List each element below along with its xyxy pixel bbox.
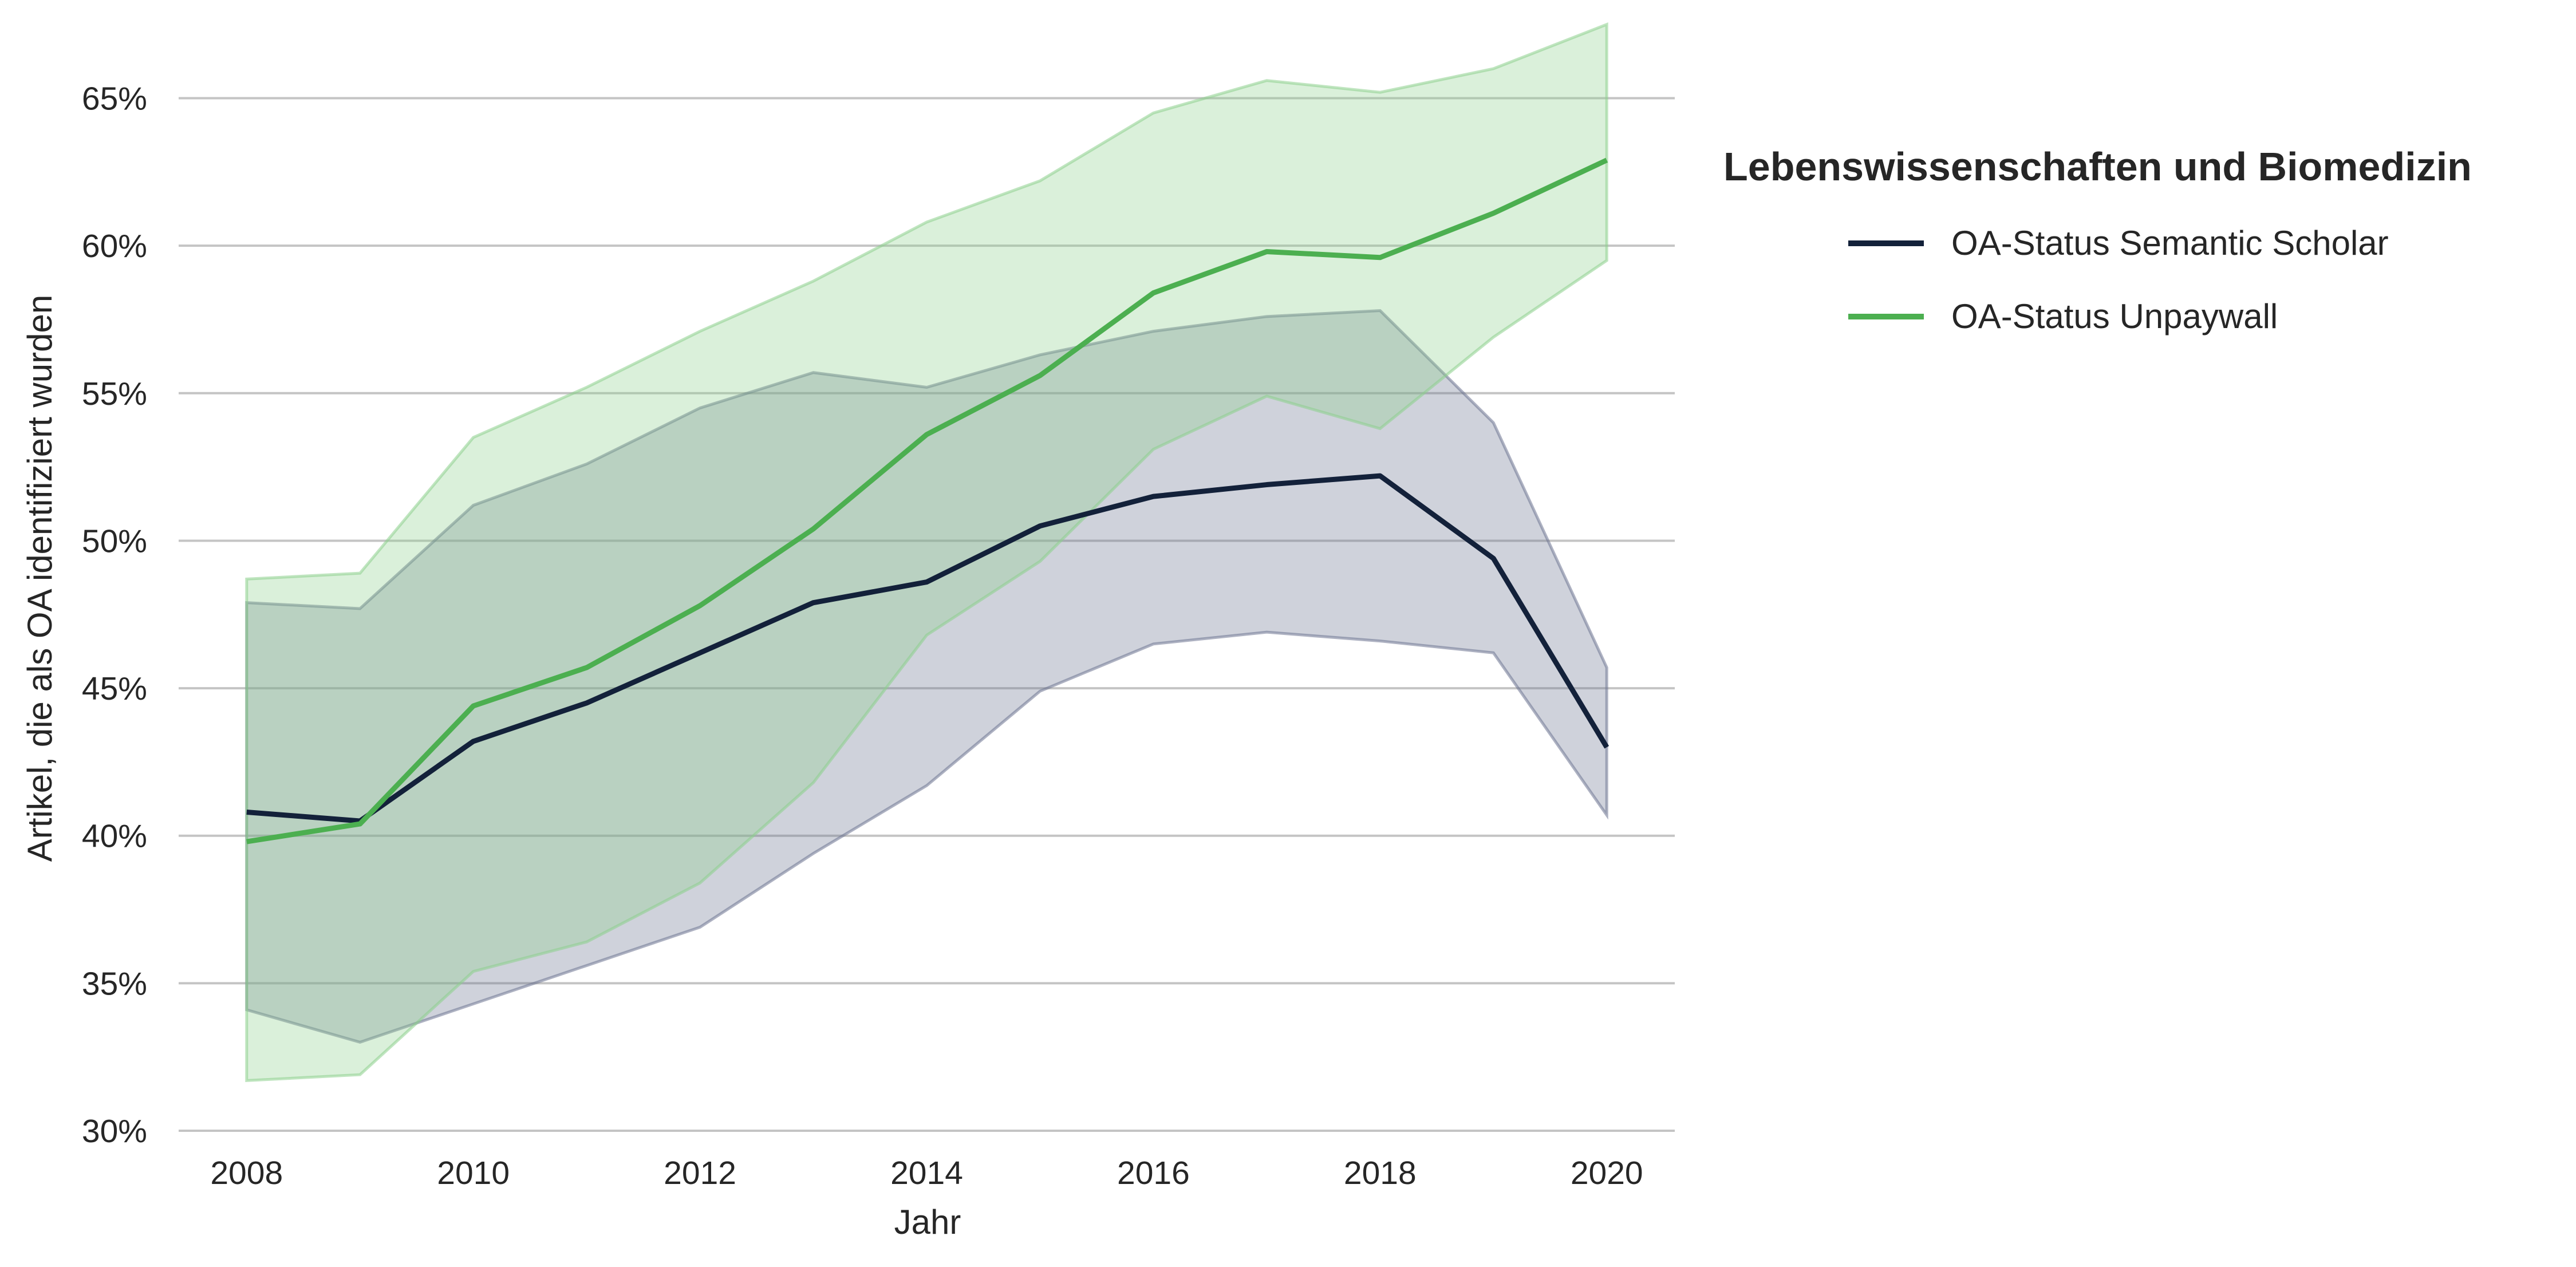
legend: Lebenswissenschaften und Biomedizin OA-S… xyxy=(1723,144,2472,336)
x-tick-label: 2018 xyxy=(1344,1155,1417,1191)
y-tick-labels: 30% 35% 40% 45% 50% 55% 60% 65% xyxy=(82,81,147,1150)
series-line xyxy=(246,157,1608,844)
y-tick-label: 45% xyxy=(82,670,147,707)
x-tick-label: 2016 xyxy=(1117,1155,1190,1191)
y-tick-label: 55% xyxy=(82,376,147,412)
y-tick-label: 50% xyxy=(82,523,147,559)
series-lines xyxy=(246,157,1609,844)
legend-items: OA-Status Semantic Scholar OA-Status Unpa… xyxy=(1848,224,2389,336)
legend-label: OA-Status Unpaywall xyxy=(1951,297,2278,336)
legend-item: OA-Status Unpaywall xyxy=(1848,297,2278,336)
series-line xyxy=(246,473,1609,824)
x-axis-label: Jahr xyxy=(894,1203,961,1241)
x-tick-label: 2014 xyxy=(890,1155,963,1191)
confidence-band xyxy=(245,309,1608,1044)
x-tick-label: 2010 xyxy=(437,1155,510,1191)
legend-item: OA-Status Semantic Scholar xyxy=(1848,224,2389,262)
y-tick-label: 60% xyxy=(82,228,147,265)
x-tick-label: 2012 xyxy=(664,1155,736,1191)
legend-title: Lebenswissenschaften und Biomedizin xyxy=(1723,144,2472,189)
y-tick-label: 30% xyxy=(82,1113,147,1150)
x-tick-labels: 2008 2010 2012 2014 2016 2018 2020 xyxy=(210,1155,1643,1191)
x-tick-label: 2020 xyxy=(1571,1155,1643,1191)
x-tick-label: 2008 xyxy=(210,1155,283,1191)
y-tick-label: 65% xyxy=(82,81,147,117)
confidence-bands xyxy=(245,22,1608,1083)
y-tick-label: 35% xyxy=(82,965,147,1002)
y-tick-label: 40% xyxy=(82,818,147,855)
confidence-band xyxy=(245,22,1608,1083)
y-gridlines xyxy=(179,97,1675,1132)
y-axis-label: Artikel, die als OA identifiziert wurden xyxy=(21,295,59,862)
legend-label: OA-Status Semantic Scholar xyxy=(1951,224,2389,262)
